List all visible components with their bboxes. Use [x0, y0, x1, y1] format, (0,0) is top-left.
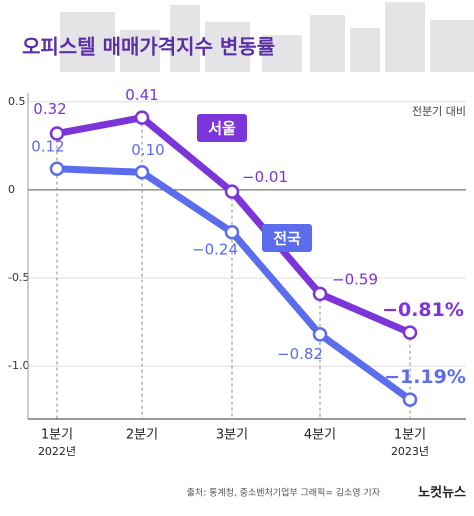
y-tick-label: 0 [8, 183, 15, 196]
value-label: 0.32 [33, 100, 66, 118]
skyline [60, 2, 474, 72]
x-tick-label: 2분기 [126, 428, 158, 443]
value-label: 0.41 [125, 86, 158, 104]
value-label: −0.24 [192, 241, 238, 259]
point [134, 110, 150, 125]
x-tick-sublabel: 2023년 [391, 445, 429, 458]
point [49, 161, 65, 177]
point [402, 392, 418, 407]
value-label: 0.10 [131, 141, 164, 159]
value-label: −1.19% [384, 366, 466, 388]
x-tick-label: 4분기 [304, 428, 336, 443]
subtitle: 전분기 대비 [412, 105, 466, 118]
y-tick-label: -1.0 [8, 359, 29, 372]
point [134, 165, 150, 180]
value-label: −0.81% [382, 299, 464, 321]
x-tick-label: 1분기 [41, 428, 73, 443]
series-tag: 전국 [273, 230, 301, 248]
point [224, 224, 240, 240]
point [402, 325, 418, 340]
value-label: 0.12 [31, 137, 64, 155]
point [224, 184, 240, 199]
x-tick-sublabel: 2022년 [38, 445, 76, 458]
value-label: −0.01 [242, 168, 288, 186]
chart-title: 오피스텔 매매가격지수 변동률 [22, 35, 275, 59]
series-tag-box [197, 114, 247, 142]
value-label: −0.82 [277, 345, 323, 363]
point [312, 327, 328, 342]
y-tick-label: 0.5 [8, 95, 26, 108]
source: 출처: 통계청, 중소벤처기업부 그래픽= 김소영 기자 [187, 487, 381, 499]
x-tick-label: 1분기 [394, 428, 426, 443]
value-label: −0.59 [332, 270, 378, 288]
series-tag-box [262, 224, 312, 252]
series-tag: 서울 [208, 120, 236, 138]
point [49, 126, 65, 141]
logo: 노컷뉴스 [418, 485, 466, 501]
x-tick-label: 3분기 [216, 428, 248, 443]
y-tick-label: -0.5 [8, 271, 29, 284]
point [312, 286, 328, 302]
